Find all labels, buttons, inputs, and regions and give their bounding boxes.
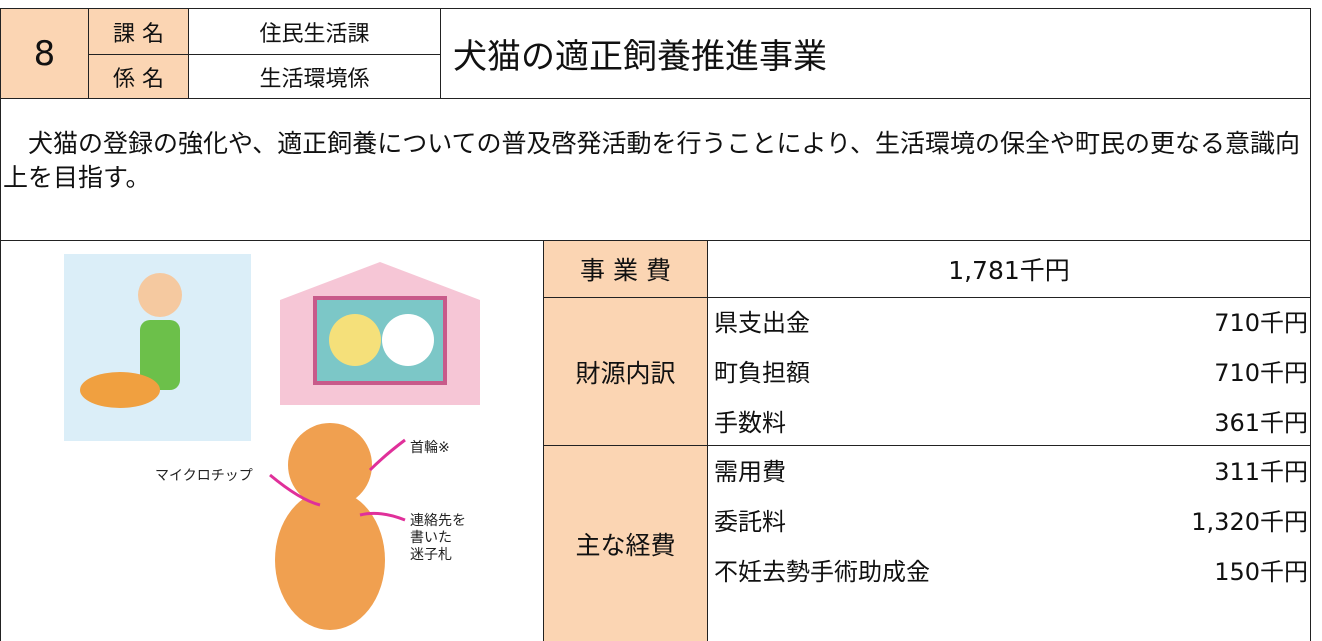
arrow [368, 438, 406, 472]
illustration-labels: マイクロチップ 首輪※ 連絡先を 書いた 迷子札 [155, 440, 466, 563]
unit-label: 係 名 [113, 66, 164, 92]
label-cell: 係 名 [88, 54, 189, 99]
item-amount: 361千円 [1214, 409, 1308, 437]
person-body [140, 320, 180, 390]
cat-yellow [329, 314, 381, 366]
tag-label: 連絡先を [410, 513, 466, 529]
item-name: 手数料 [714, 409, 786, 437]
section: 住民生活課 [259, 21, 370, 47]
section-label: 課 名 [113, 21, 164, 47]
cat-head [288, 423, 372, 507]
cat-white [382, 314, 434, 366]
item-name: 町負担額 [714, 359, 810, 387]
microchip-label: マイクロチップ [155, 468, 253, 484]
cat-body [275, 490, 385, 630]
tag-label: 書いた [410, 530, 452, 546]
illustration: マイクロチップ 首輪※ 連絡先を 書いた 迷子札 [64, 254, 480, 630]
budget-label: 事 業 費 [580, 256, 671, 285]
label-cell: 課 名 [88, 8, 189, 55]
budget-value: 1,781千円 [948, 256, 1070, 285]
tag-label: 迷子札 [410, 547, 452, 563]
item-amount: 150千円 [1214, 558, 1308, 586]
funding-label-cell: 財源内訳 [543, 297, 708, 446]
number-cell: 8 [0, 8, 89, 99]
budget-value-cell: 1,781千円 [707, 240, 1311, 298]
item-amount: 1,320千円 [1191, 508, 1308, 536]
unit: 生活環境係 [259, 66, 370, 92]
item-name: 需用費 [714, 458, 786, 486]
expenses-value-cell [707, 445, 1311, 641]
title-cell: 犬猫の適正飼養推進事業 [440, 8, 1311, 99]
person-head [138, 273, 182, 317]
value-cell: 住民生活課 [188, 8, 441, 55]
dog [80, 372, 160, 408]
item-amount: 710千円 [1214, 359, 1308, 387]
collar-label: 首輪※ [410, 440, 450, 456]
number: 8 [33, 33, 56, 74]
budget-label-cell: 事 業 費 [543, 240, 708, 298]
item-amount: 710千円 [1214, 309, 1308, 337]
expenses-label-cell: 主な経費 [543, 445, 708, 641]
title: 犬猫の適正飼養推進事業 [453, 37, 827, 77]
expenses-label: 主な経費 [575, 530, 676, 560]
description: 犬猫の登録の強化や、適正飼養についての普及啓発活動を行うことにより、生活環境の保… [3, 129, 1301, 192]
item-amount: 311千円 [1214, 458, 1308, 486]
funding-label: 財源内訳 [575, 358, 676, 388]
description-cell: 犬猫の登録の強化や、適正飼養についての普及啓発活動を行うことにより、生活環境の保… [0, 98, 1311, 241]
item-name: 県支出金 [714, 309, 810, 337]
arrow [269, 473, 321, 507]
value-cell: 生活環境係 [188, 54, 441, 99]
item-name: 委託料 [714, 508, 786, 536]
arrow [359, 511, 406, 522]
item-name: 不妊去勢手術助成金 [714, 558, 930, 586]
